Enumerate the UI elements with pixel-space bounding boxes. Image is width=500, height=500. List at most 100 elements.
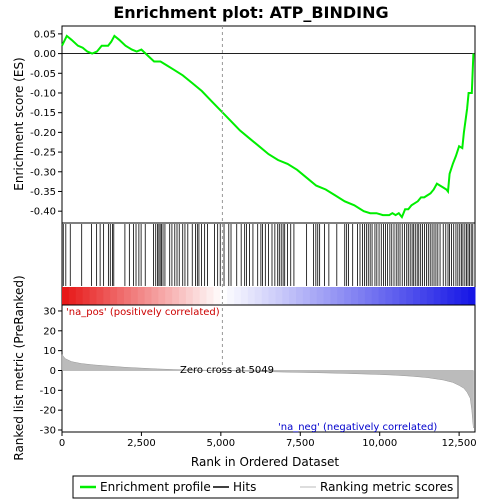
rank-bar-segment [75,287,84,305]
ranking-metric-area [61,353,474,429]
es-ytick-label: -0.20 [30,128,56,139]
rank-bar-segment [234,287,242,305]
legend-label: Enrichment profile [100,480,211,494]
rank-bar-segment [247,287,256,305]
rank-bar-segment [137,287,146,305]
xtick-label: 12,500 [442,438,477,449]
rank-bar-segment [89,287,97,305]
rank-bar-segment [268,287,276,305]
rank-color-bar [62,287,476,305]
rank-bar-segment [275,287,283,305]
metric-ytick-label: -10 [40,386,56,397]
xtick-label: 0 [59,438,65,449]
rank-bar-segment [117,287,125,305]
rank-bar-segment [392,287,400,305]
xtick-label: 10,000 [362,438,397,449]
rank-bar-segment [357,287,366,305]
rank-bar-segment [144,287,152,305]
rank-bar-segment [440,287,448,305]
rank-bar-segment [385,287,393,305]
metric-y-axis: 30 20 10 0 -10 -20 -30 [40,306,62,437]
rank-bar-segment [254,287,263,305]
rank-bar-segment [261,287,269,305]
xtick-label: 2,500 [127,438,156,449]
rank-bar-segment [309,287,318,305]
metric-ytick-label: -20 [40,406,56,417]
rank-bar-segment [344,287,352,305]
rank-bar-segment [68,287,77,305]
rank-bar-segment [378,287,387,305]
rank-bar-segment [220,287,228,305]
rank-bar-segment [316,287,325,305]
rank-bar-segment [364,287,373,305]
es-y-axis: 0.05 0.00 -0.05 -0.10 -0.15 -0.20 -0.25 -0.30 -0… [30,29,62,218]
rank-bar-segment [447,287,455,305]
rank-bar-segment [179,287,187,305]
rank-bar-segment [110,287,118,305]
xtick-label: 7,500 [286,438,315,449]
metric-ytick-label: 0 [50,366,56,377]
es-ytick-label: -0.30 [30,167,56,178]
zero-cross-label: Zero cross at 5049 [180,365,274,376]
metric-xlabel: Rank in Ordered Dataset [191,455,339,469]
legend-label: Ranking metric scores [320,480,453,494]
rank-bar-segment [227,287,235,305]
legend: Enrichment profile Hits Ranking metric sco… [80,480,453,494]
rank-bar-segment [302,287,311,305]
metric-ytick-label: 20 [43,326,56,337]
rank-bar-segment [240,287,249,305]
metric-x-axis: 0 2,500 5,000 7,500 10,000 12,500 [59,432,477,449]
rank-bar-segment [433,287,442,305]
rank-bar-segment [165,287,173,305]
rank-bar-segment [289,287,297,305]
rank-bar-segment [406,287,414,305]
hits-markers [62,224,474,286]
rank-bar-segment [151,287,159,305]
positive-correlation-label: 'na_pos' (positively correlated) [66,307,220,318]
rank-bar-segment [282,287,290,305]
rank-bar-segment [337,287,345,305]
rank-bar-segment [371,287,380,305]
rank-bar-segment [96,287,104,305]
rank-bar-segment [199,287,208,305]
rank-bar-segment [192,287,201,305]
rank-bar-segment [62,287,70,305]
es-ytick-label: 0.05 [34,29,56,40]
es-ytick-label: -0.10 [30,88,56,99]
rank-bar-segment [351,287,359,305]
rank-bar-segment [185,287,194,305]
rank-bar-segment [461,287,469,305]
es-ytick-label: -0.40 [30,207,56,218]
rank-bar-segment [213,287,221,305]
es-panel-frame [61,25,476,224]
metric-ylabel: Ranked list metric (PreRanked) [12,275,26,460]
rank-bar-segment [103,287,111,305]
rank-bar-segment [206,287,214,305]
negative-correlation-label: 'na_neg' (negatively correlated) [278,422,437,433]
rank-bar-segment [330,287,338,305]
rank-bar-segment [454,287,462,305]
rank-bar-segment [419,287,428,305]
enrichment-profile-line [61,34,475,220]
es-ytick-label: -0.15 [30,108,56,119]
rank-bar-segment [158,287,166,305]
plot-title: Enrichment plot: ATP_BINDING [113,3,388,22]
rank-bar-segment [130,287,139,305]
rank-bar-segment [172,287,180,305]
rank-bar-segment [413,287,421,305]
es-ytick-label: 0.00 [34,49,56,60]
legend-box [72,475,459,499]
rank-bar-segment [123,287,132,305]
rank-bar-segment [323,287,331,305]
rank-bar-segment [426,287,435,305]
metric-ytick-label: 30 [43,306,56,317]
es-ytick-label: -0.25 [30,148,56,159]
rank-bar-segment [468,287,476,305]
rank-bar-segment [399,287,407,305]
rank-bar-segment [296,287,304,305]
metric-ytick-label: 10 [43,346,56,357]
es-ytick-label: -0.35 [30,187,56,198]
xtick-label: 5,000 [207,438,236,449]
es-ylabel: Enrichment score (ES) [12,57,26,190]
